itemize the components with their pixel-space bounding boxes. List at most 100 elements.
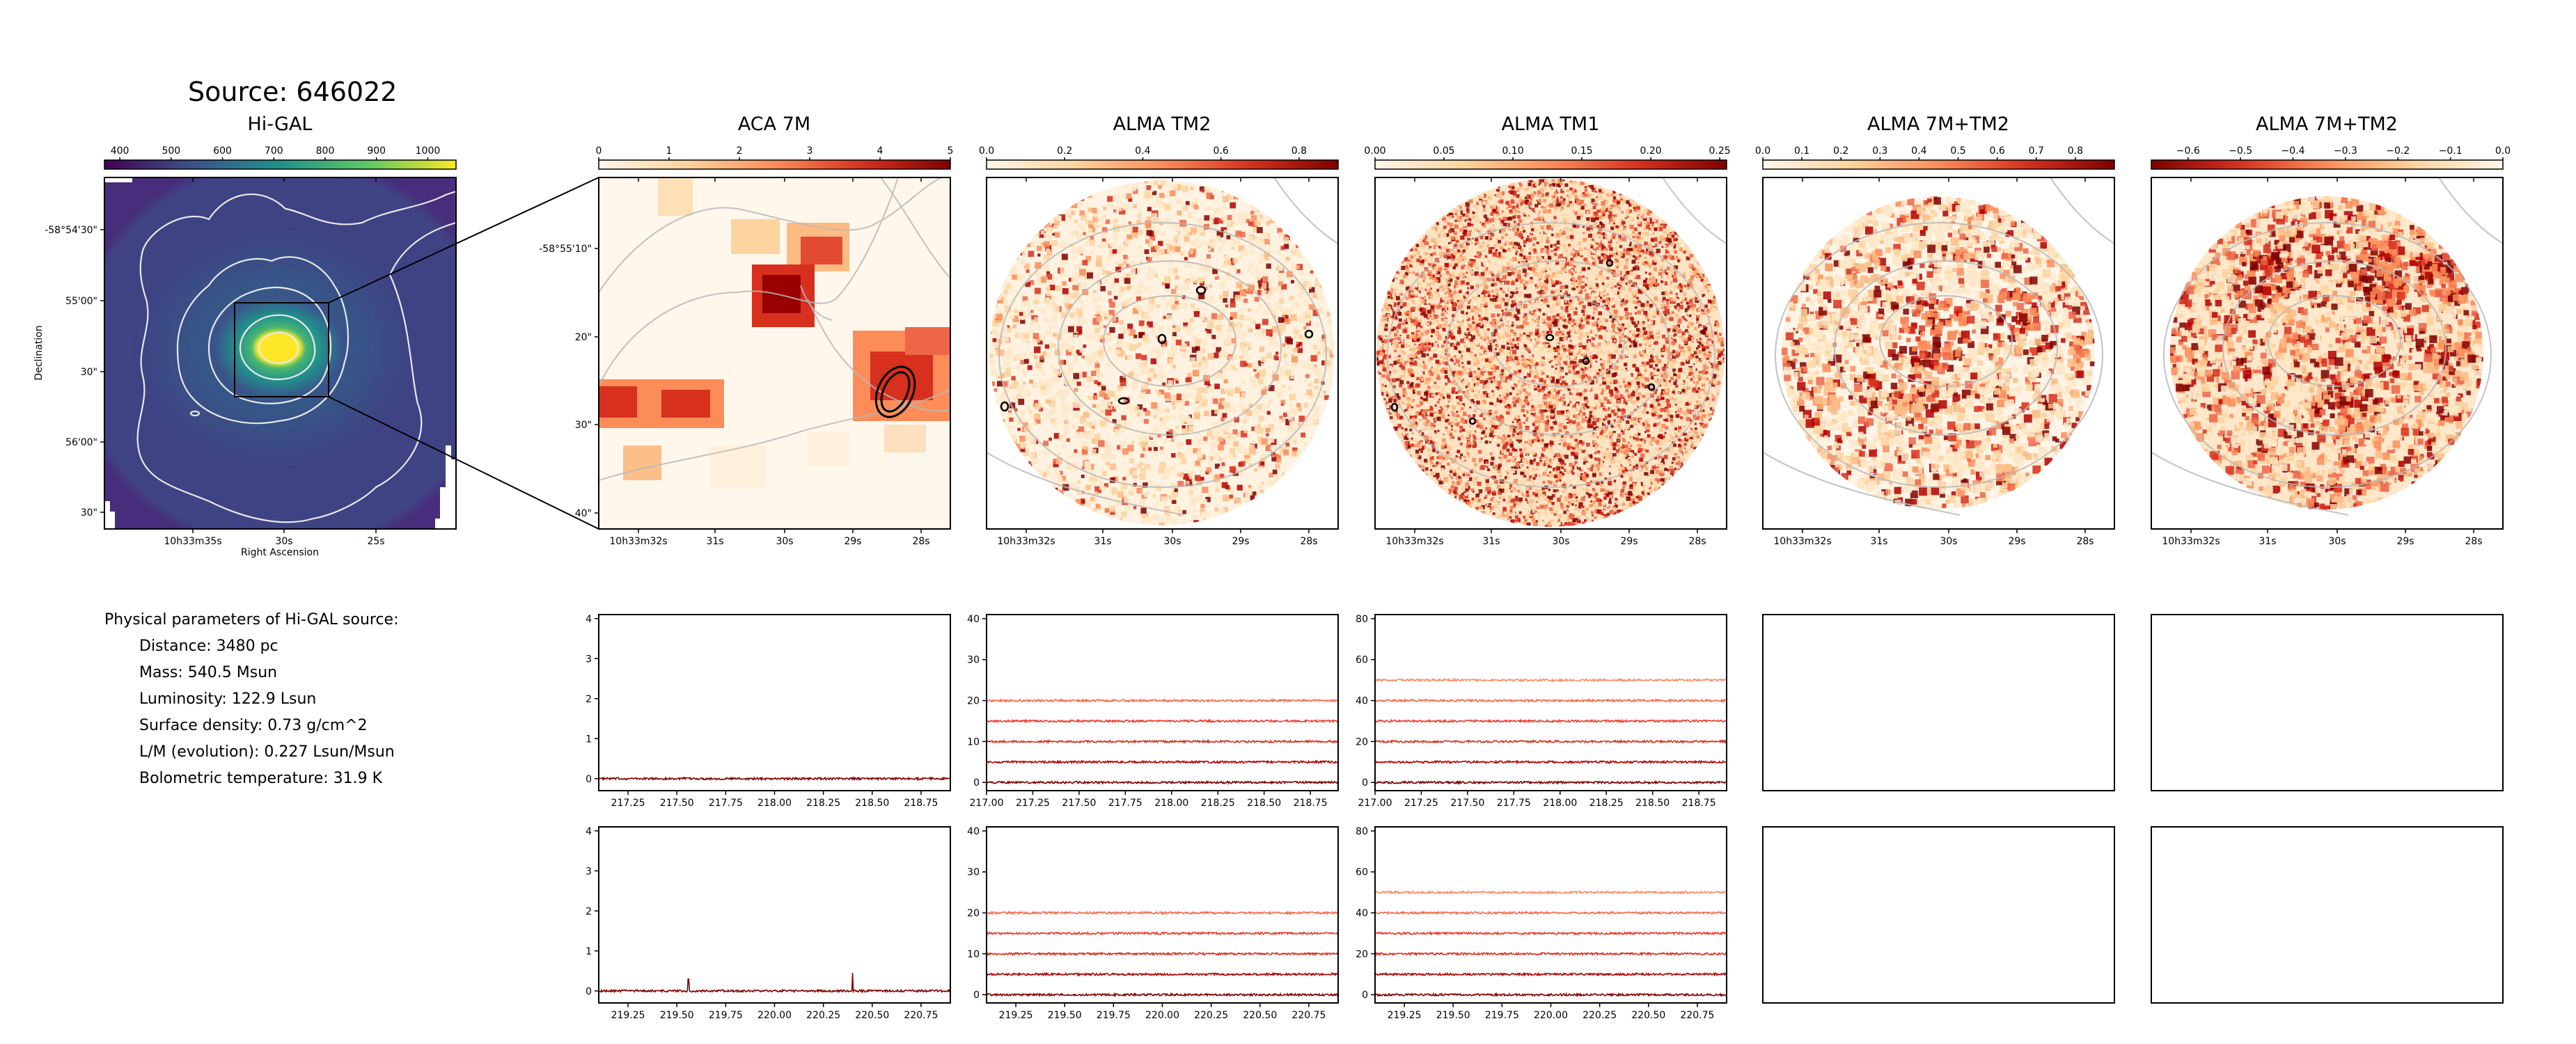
spectrum-x-tick-label: 218.50 [1635, 798, 1670, 809]
spectrum-x-tick-label: 219.50 [1436, 1010, 1470, 1021]
spectrum-series [1374, 910, 1727, 916]
colorbar-tick-label: 0.7 [2029, 145, 2044, 157]
x-tick-label: 28s [1300, 536, 1317, 547]
x-tick-label: 28s [1688, 536, 1706, 547]
tm1-image [1375, 177, 1727, 529]
colorbar-tick-label: 0.0 [979, 145, 994, 157]
x-tick-label: 30s [776, 536, 793, 547]
x-tick-label: 30s [2328, 536, 2346, 547]
higal-contours [136, 190, 456, 523]
spectrum-x-tick-label: 219.75 [709, 1010, 743, 1021]
spectrum-x-tick-label: 220.00 [1145, 1010, 1179, 1021]
colorbar-tick-label: 0.3 [1872, 145, 1887, 157]
spectrum-x-tick-label: 219.75 [1097, 1010, 1131, 1021]
spectrum-x-tick-label: 220.00 [757, 1010, 792, 1021]
spectrum-y-tick-label: 0 [973, 990, 980, 1001]
spectrum-x-tick-label: 218.00 [757, 798, 792, 809]
spectrum-x-tick-label: 217.75 [1108, 798, 1142, 809]
spectrum-x-tick-label: 220.00 [1534, 1010, 1568, 1021]
spectrum-x-tick-label: 217.25 [1404, 798, 1438, 809]
c7mtm2b-colorbar-bar [2151, 159, 2504, 170]
empty-spectrum-c7mtm2-1 [1762, 614, 2115, 791]
higal-zoom-box [234, 302, 329, 397]
aca7m-title: ACA 7M [738, 113, 810, 135]
higal-axes-frame [104, 177, 457, 530]
spectrum-y-tick-label: 1 [586, 734, 592, 745]
x-tick-label: 29s [844, 536, 861, 547]
c7mtm2b-panel: ALMA 7M+TM2 −0.6 −0.5 −0.4 −0.3 −0.2 −0.1 0.0 … [2151, 113, 2511, 547]
aca7m-x-ticks: 10h33m32s 31s 30s 29s 28s [609, 177, 930, 547]
spectrum-series [598, 972, 951, 994]
tm1-x-ticks: 10h33m32s 31s 30s 29s 28s [1385, 177, 1706, 547]
c7mtm2-colorbar-ticks: 0.0 0.1 0.2 0.3 0.4 0.5 0.6 0.7 0.8 [1755, 145, 2083, 160]
x-tick-label: 30s [1940, 536, 1957, 547]
x-tick-label: 10h33m32s [1385, 536, 1443, 547]
higal-x-ticks: 10h33m35s 30s 25s [164, 177, 385, 547]
spectrum-spec_aca_1: 217.25 217.50 217.75 218.00 218.25 218.50 218.… [586, 614, 951, 809]
y-tick-label: 30" [81, 367, 97, 378]
x-tick-label: 29s [2396, 536, 2414, 547]
param-mass: Mass: 540.5 Msun [139, 664, 278, 681]
colorbar-tick-label: 0.4 [1911, 145, 1926, 157]
tm2-image [987, 177, 1338, 529]
colorbar-tick-label: 0 [596, 145, 602, 157]
spectrum-axes-frame [1374, 614, 1727, 791]
spectrum-y-tick-label: 20 [967, 696, 980, 707]
colorbar-tick-label: −0.2 [2386, 145, 2410, 157]
tm1-title: ALMA TM1 [1502, 113, 1600, 135]
x-tick-label: 10h33m32s [2162, 536, 2220, 547]
spectrum-x-tick-label: 219.25 [1388, 1010, 1422, 1021]
c7mtm2-panel: ALMA 7M+TM2 0.0 0.1 0.2 0.3 0.4 0.5 0.6 0.7 0.8 … [1755, 113, 2115, 547]
spectrum-series [986, 972, 1339, 977]
spectrum-x-tick-label: 217.75 [1497, 798, 1531, 809]
colorbar-tick-label: 0.8 [1291, 145, 1307, 157]
spectrum-x-tick-label: 220.25 [1194, 1010, 1228, 1021]
spectrum-x-tick-label: 218.75 [1294, 798, 1328, 809]
spectrum-axes-frame [598, 614, 951, 791]
x-tick-label: 30s [275, 536, 292, 547]
colorbar-tick-label: 1000 [416, 145, 441, 157]
spectrum-y-tick-label: 4 [586, 614, 592, 625]
x-tick-label: 28s [2076, 536, 2094, 547]
spectrum-y-tick-label: 0 [586, 774, 592, 785]
spectrum-y-tick-label: 20 [1356, 736, 1368, 748]
x-tick-label: 10h33m35s [164, 536, 221, 547]
spectrum-y-tick-label: 0 [1362, 777, 1368, 789]
empty-spectrum-c7mtm2-2 [1762, 826, 2115, 1004]
spectrum-y-tick-label: 10 [967, 736, 980, 748]
spectrum-spec_tm1_1: 217.00 217.25 217.50 217.75 218.00 218.25 218.… [1356, 614, 1727, 809]
spectrum-spec_tm1_2: 219.25 219.50 219.75 220.00 220.25 220.50 220.… [1356, 826, 1727, 1021]
colorbar-tick-label: 700 [265, 145, 283, 157]
spectrum-y-tick-label: 10 [967, 949, 980, 960]
aca7m-y-ticks: -58°55'10" 20" 30" 40" [539, 244, 599, 519]
physical-parameters: Physical parameters of Hi-GAL source: Di… [104, 607, 399, 792]
c7mtm2b-image [2151, 177, 2503, 529]
c7mtm2-image [1763, 177, 2114, 529]
spectrum-y-tick-label: 40 [967, 826, 980, 837]
spectrum-y-tick-label: 1 [586, 946, 592, 957]
spectrum-y-tick-label: 2 [586, 694, 592, 705]
colorbar-tick-label: 0.0 [2495, 145, 2511, 157]
c7mtm2b-colorbar-ticks: −0.6 −0.5 −0.4 −0.3 −0.2 −0.1 0.0 [2176, 145, 2511, 160]
spectrum-series [1374, 697, 1727, 704]
spectrum-series [986, 951, 1339, 956]
higal-panel: Hi-GAL 400 500 600 700 800 900 1000 [33, 113, 457, 558]
c7mtm2-colorbar-bar [1762, 159, 2115, 170]
colorbar-tick-label: 0.15 [1571, 145, 1592, 157]
x-tick-label: 31s [2259, 536, 2276, 547]
x-tick-label: 31s [706, 536, 723, 547]
zoom-connector-top [328, 177, 599, 303]
spectrum-series [986, 759, 1339, 765]
y-tick-label: -58°54'30" [45, 225, 97, 236]
param-surface-density: Surface density: 0.73 g/cm^2 [139, 717, 368, 734]
spectrum-series [986, 931, 1339, 936]
higal-ylabel: Declination [33, 325, 45, 380]
tm2-colorbar-bar [986, 159, 1339, 170]
spectrum-x-tick-label: 218.25 [806, 798, 840, 809]
y-tick-label: 55'00" [65, 296, 97, 307]
spectrum-series [986, 718, 1339, 724]
spectrum-y-tick-label: 40 [967, 614, 980, 625]
zoom-connector-bottom [328, 396, 599, 530]
colorbar-tick-label: 5 [948, 145, 954, 157]
higal-colorbar: 400 500 600 700 800 900 1000 [104, 145, 457, 170]
